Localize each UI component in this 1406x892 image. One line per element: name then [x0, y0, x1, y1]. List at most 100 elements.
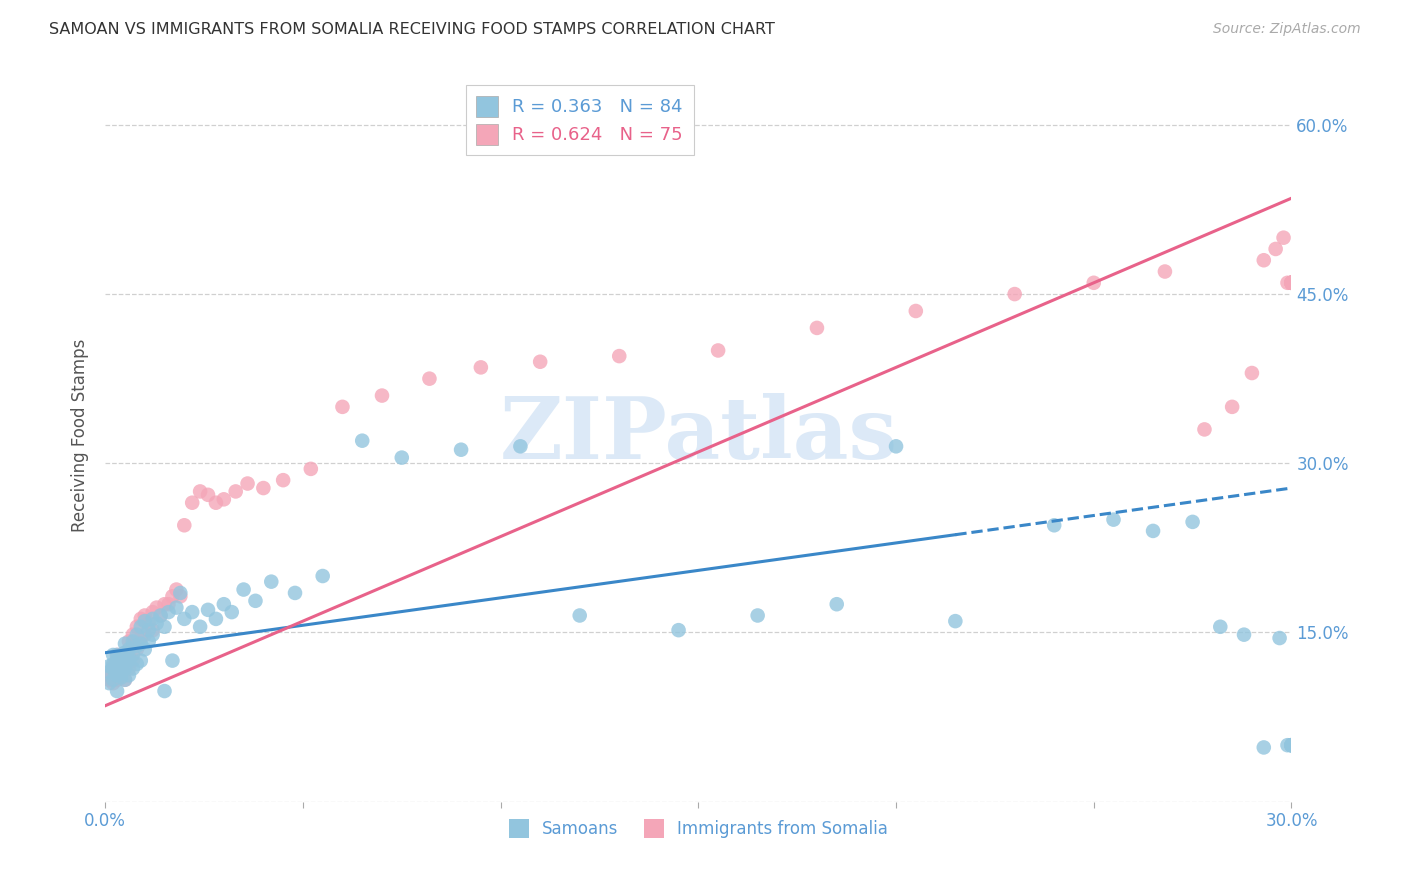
Point — [134, 642, 156, 657]
Point — [129, 631, 152, 645]
Point — [221, 605, 243, 619]
Point — [145, 600, 167, 615]
Point — [122, 628, 145, 642]
Point — [1281, 276, 1303, 290]
Point — [252, 481, 274, 495]
Point — [98, 676, 121, 690]
Point — [114, 673, 136, 687]
Point — [1277, 738, 1299, 752]
Point — [1253, 253, 1275, 268]
Point — [1209, 620, 1232, 634]
Point — [138, 634, 160, 648]
Point — [205, 612, 228, 626]
Point — [110, 648, 132, 662]
Point — [134, 614, 156, 628]
Point — [1281, 276, 1303, 290]
Point — [1281, 738, 1303, 752]
Point — [352, 434, 374, 448]
Point — [1240, 366, 1263, 380]
Point — [98, 673, 121, 687]
Point — [1102, 513, 1125, 527]
Point — [125, 620, 148, 634]
Point — [1083, 276, 1105, 290]
Point — [157, 597, 180, 611]
Point — [122, 634, 145, 648]
Point — [212, 597, 235, 611]
Point — [110, 650, 132, 665]
Point — [568, 608, 591, 623]
Point — [529, 355, 551, 369]
Point — [125, 642, 148, 657]
Point — [1194, 422, 1216, 436]
Point — [114, 661, 136, 675]
Text: ZIPatlas: ZIPatlas — [499, 393, 897, 477]
Point — [105, 648, 128, 662]
Point — [145, 616, 167, 631]
Point — [205, 496, 228, 510]
Point — [173, 612, 195, 626]
Point — [1281, 276, 1303, 290]
Point — [118, 650, 141, 665]
Point — [1281, 276, 1303, 290]
Point — [162, 654, 184, 668]
Point — [118, 650, 141, 665]
Point — [149, 608, 172, 623]
Point — [110, 671, 132, 685]
Point — [188, 484, 211, 499]
Point — [110, 665, 132, 679]
Point — [181, 496, 204, 510]
Point — [825, 597, 848, 611]
Point — [245, 594, 267, 608]
Point — [142, 628, 165, 642]
Point — [122, 639, 145, 653]
Point — [98, 659, 121, 673]
Point — [169, 590, 191, 604]
Point — [142, 623, 165, 637]
Point — [114, 646, 136, 660]
Point — [122, 648, 145, 662]
Point — [1142, 524, 1164, 538]
Point — [1181, 515, 1204, 529]
Point — [1043, 518, 1066, 533]
Point — [105, 684, 128, 698]
Point — [212, 492, 235, 507]
Point — [110, 659, 132, 673]
Point — [105, 660, 128, 674]
Point — [1281, 738, 1303, 752]
Point — [101, 676, 124, 690]
Point — [162, 590, 184, 604]
Point — [1272, 230, 1295, 244]
Point — [105, 654, 128, 668]
Point — [1264, 242, 1286, 256]
Point — [118, 654, 141, 668]
Point — [509, 439, 531, 453]
Point — [101, 659, 124, 673]
Point — [125, 628, 148, 642]
Point — [134, 628, 156, 642]
Point — [165, 582, 187, 597]
Point — [271, 473, 294, 487]
Point — [129, 612, 152, 626]
Point — [1233, 628, 1256, 642]
Point — [118, 668, 141, 682]
Point — [1281, 276, 1303, 290]
Point — [1281, 738, 1303, 752]
Point — [118, 661, 141, 675]
Point — [105, 648, 128, 662]
Point — [118, 634, 141, 648]
Point — [153, 684, 176, 698]
Point — [747, 608, 769, 623]
Point — [122, 661, 145, 675]
Point — [904, 304, 927, 318]
Point — [470, 360, 492, 375]
Point — [1268, 631, 1291, 645]
Point — [110, 657, 132, 671]
Point — [312, 569, 335, 583]
Point — [142, 605, 165, 619]
Point — [884, 439, 907, 453]
Text: SAMOAN VS IMMIGRANTS FROM SOMALIA RECEIVING FOOD STAMPS CORRELATION CHART: SAMOAN VS IMMIGRANTS FROM SOMALIA RECEIV… — [49, 22, 775, 37]
Text: Source: ZipAtlas.com: Source: ZipAtlas.com — [1213, 22, 1361, 37]
Point — [110, 665, 132, 679]
Point — [299, 462, 322, 476]
Point — [114, 673, 136, 687]
